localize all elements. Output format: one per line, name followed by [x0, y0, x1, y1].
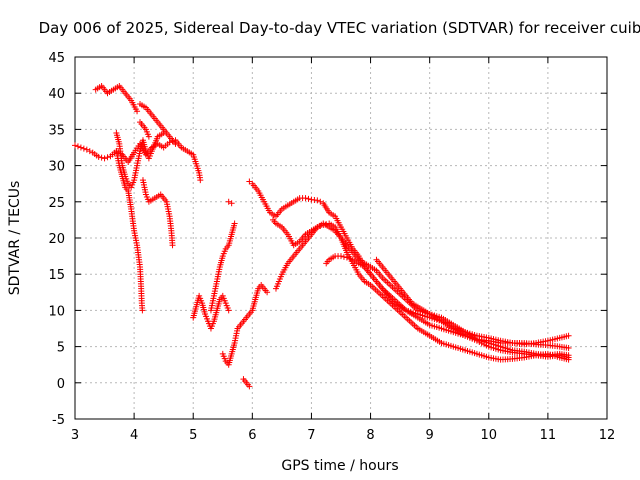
data-point [346, 255, 353, 262]
y-tick-label: 40 [48, 87, 65, 102]
x-tick-label: 5 [189, 428, 197, 443]
series-track-i [219, 282, 271, 368]
x-axis-label: GPS time / hours [281, 458, 398, 474]
data-point [169, 242, 176, 249]
y-tick-label: 5 [57, 341, 65, 356]
y-tick-label: -5 [52, 413, 65, 428]
series-track-j [240, 376, 253, 390]
data-point [305, 195, 312, 202]
data-point [104, 154, 111, 161]
x-tick-label: 10 [481, 428, 498, 443]
x-tick-label: 4 [130, 428, 138, 443]
data-point [172, 140, 179, 147]
series-track-b [92, 82, 141, 115]
data-point [228, 200, 235, 207]
y-tick-label: 0 [57, 377, 65, 392]
series-track-n [272, 220, 572, 363]
data-point [340, 253, 347, 260]
data-point [80, 145, 87, 152]
data-point [343, 254, 350, 261]
grid-lines [75, 57, 607, 419]
y-tick-label: 10 [48, 304, 65, 319]
series-track-m [270, 216, 572, 348]
y-tick-label: 45 [48, 51, 65, 66]
data-point [134, 108, 141, 115]
data-points [72, 82, 572, 390]
series-track-g [190, 292, 232, 332]
series-track-p [373, 256, 572, 359]
series-track-d [113, 130, 167, 191]
data-point [160, 130, 167, 137]
x-tick-label: 3 [71, 428, 79, 443]
data-point [74, 143, 81, 150]
data-point [565, 332, 572, 339]
series-track-h [207, 220, 238, 314]
y-tick-label: 35 [48, 123, 65, 138]
x-tick-label: 11 [540, 428, 557, 443]
data-point [264, 289, 271, 296]
data-point [320, 221, 327, 228]
data-point [565, 352, 572, 359]
data-point [145, 133, 152, 140]
data-point [101, 155, 108, 162]
x-tick-label: 6 [248, 428, 256, 443]
data-point [317, 198, 324, 205]
x-tick-label: 9 [426, 428, 434, 443]
series-track-l [246, 178, 572, 352]
data-point [338, 253, 344, 260]
y-tick-label: 20 [48, 232, 65, 247]
y-tick-label: 30 [48, 160, 65, 175]
y-tick-label: 15 [48, 268, 65, 283]
series-track-e [113, 148, 146, 314]
x-tick-label: 12 [599, 428, 616, 443]
data-point [95, 153, 102, 160]
data-point [83, 146, 90, 153]
data-point [225, 307, 232, 314]
data-point [314, 224, 321, 231]
series-track-c [137, 101, 179, 147]
data-point [314, 197, 321, 204]
data-point [86, 148, 93, 155]
y-axis-label: SDTVAR / TECUs [7, 181, 23, 296]
series-track-k [225, 198, 235, 207]
data-point [565, 345, 572, 352]
x-tick-label: 7 [307, 428, 315, 443]
chart-title: Day 006 of 2025, Sidereal Day-to-day VTE… [39, 19, 640, 37]
x-tick-label: 8 [366, 428, 374, 443]
data-point [225, 198, 232, 205]
data-point [197, 177, 204, 184]
data-point [139, 307, 146, 314]
data-point [77, 144, 84, 151]
data-point [246, 383, 253, 390]
data-point [231, 220, 238, 227]
series-track-f [139, 177, 176, 249]
data-point [72, 142, 78, 149]
series-track-q [137, 119, 152, 140]
y-tick-label: 25 [48, 196, 65, 211]
data-point [317, 223, 324, 230]
data-point [302, 195, 309, 202]
data-point [98, 154, 105, 161]
